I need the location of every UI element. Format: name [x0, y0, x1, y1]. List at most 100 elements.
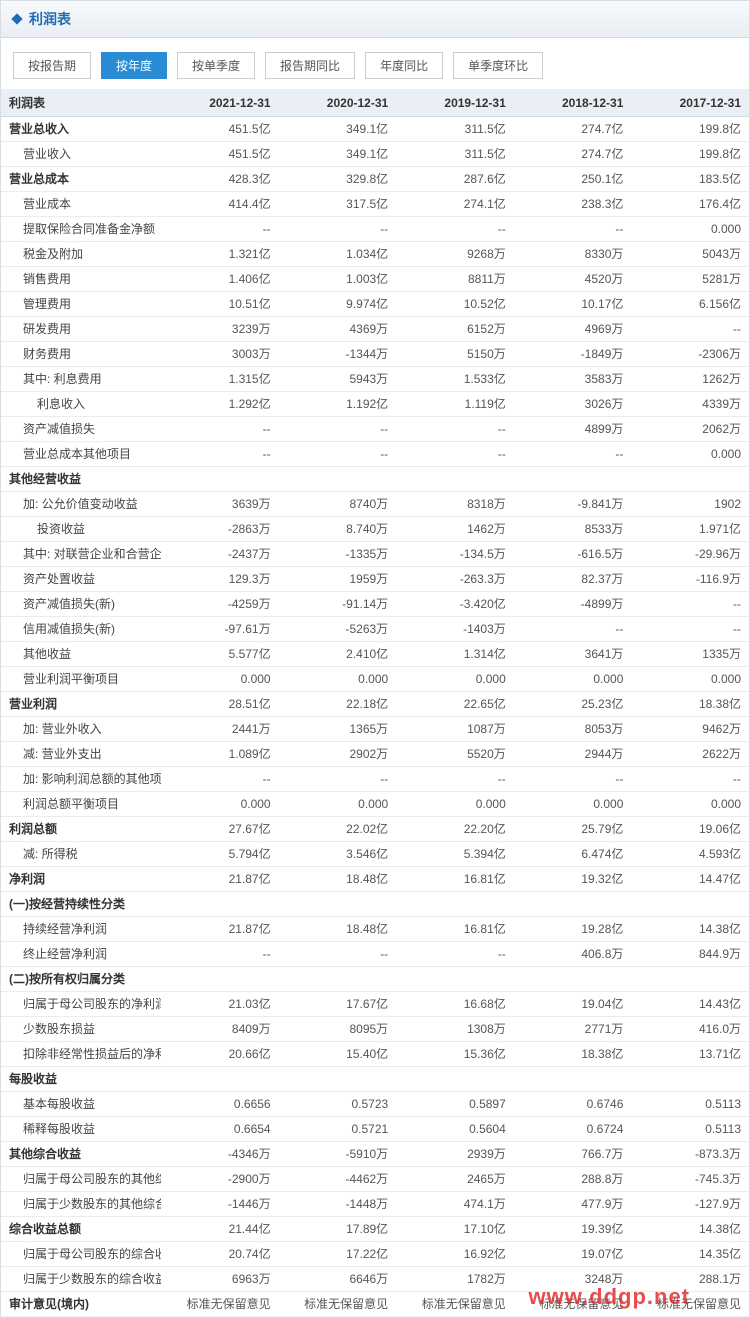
cell: 317.5亿	[279, 192, 397, 217]
cell: -9.841万	[514, 492, 632, 517]
row-label: 归属于母公司股东的综合收益总额	[1, 1242, 161, 1267]
cell: 8330万	[514, 242, 632, 267]
row-label: 归属于少数股东的其他综合收益	[1, 1192, 161, 1217]
cell: 标准无保留意见	[161, 1292, 279, 1317]
cell: --	[161, 442, 279, 467]
tab-5[interactable]: 单季度环比	[453, 52, 543, 79]
cell	[396, 967, 514, 992]
table-row: 财务费用3003万-1344万5150万-1849万-2306万	[1, 342, 749, 367]
cell	[514, 467, 632, 492]
cell: 311.5亿	[396, 142, 514, 167]
cell: 0.000	[396, 667, 514, 692]
cell: 2902万	[279, 742, 397, 767]
cell: 1.003亿	[279, 267, 397, 292]
cell: 4969万	[514, 317, 632, 342]
cell: 标准无保留意见	[279, 1292, 397, 1317]
table-row: 利息收入1.292亿1.192亿1.119亿3026万4339万	[1, 392, 749, 417]
row-label: 提取保险合同准备金净额	[1, 217, 161, 242]
cell: -1335万	[279, 542, 397, 567]
cell: -1448万	[279, 1192, 397, 1217]
table-row: 营业总成本428.3亿329.8亿287.6亿250.1亿183.5亿	[1, 167, 749, 192]
table-row: 管理费用10.51亿9.974亿10.52亿10.17亿6.156亿	[1, 292, 749, 317]
cell: 1959万	[279, 567, 397, 592]
table-row: 税金及附加1.321亿1.034亿9268万8330万5043万	[1, 242, 749, 267]
cell	[631, 892, 749, 917]
cell: 4339万	[631, 392, 749, 417]
cell: 14.38亿	[631, 917, 749, 942]
cell	[514, 892, 632, 917]
table-row: 减: 营业外支出1.089亿2902万5520万2944万2622万	[1, 742, 749, 767]
table-row: 归属于母公司股东的综合收益总额20.74亿17.22亿16.92亿19.07亿1…	[1, 1242, 749, 1267]
table-row: 投资收益-2863万8.740万1462万8533万1.971亿	[1, 517, 749, 542]
cell: 0.5721	[279, 1117, 397, 1142]
row-label: 利息收入	[1, 392, 161, 417]
cell: 14.43亿	[631, 992, 749, 1017]
cell: 1902	[631, 492, 749, 517]
period-tabs: 按报告期按年度按单季度报告期同比年度同比单季度环比	[1, 38, 749, 89]
cell: -2437万	[161, 542, 279, 567]
cell: 1.089亿	[161, 742, 279, 767]
cell: 2939万	[396, 1142, 514, 1167]
cell: -29.96万	[631, 542, 749, 567]
cell	[161, 967, 279, 992]
cell: 3.546亿	[279, 842, 397, 867]
cell: 1.971亿	[631, 517, 749, 542]
row-label: 审计意见(境内)	[1, 1292, 161, 1317]
cell: -91.14万	[279, 592, 397, 617]
cell: 14.38亿	[631, 1217, 749, 1242]
cell: 1087万	[396, 717, 514, 742]
cell: 2622万	[631, 742, 749, 767]
row-label: 营业成本	[1, 192, 161, 217]
cell: 25.23亿	[514, 692, 632, 717]
cell: 3248万	[514, 1267, 632, 1292]
cell: 287.6亿	[396, 167, 514, 192]
row-label: 每股收益	[1, 1067, 161, 1092]
tab-2[interactable]: 按单季度	[177, 52, 255, 79]
cell: 17.10亿	[396, 1217, 514, 1242]
cell: 19.32亿	[514, 867, 632, 892]
cell: 17.89亿	[279, 1217, 397, 1242]
tab-0[interactable]: 按报告期	[13, 52, 91, 79]
cell	[514, 1067, 632, 1092]
cell: 274.7亿	[514, 117, 632, 142]
cell	[631, 467, 749, 492]
cell: -4346万	[161, 1142, 279, 1167]
cell: 0.000	[631, 217, 749, 242]
table-row: 少数股东损益8409万8095万1308万2771万416.0万	[1, 1017, 749, 1042]
cell	[279, 1067, 397, 1092]
cell: 4520万	[514, 267, 632, 292]
table-row: 每股收益	[1, 1067, 749, 1092]
cell: 3641万	[514, 642, 632, 667]
cell: -4462万	[279, 1167, 397, 1192]
cell: 8533万	[514, 517, 632, 542]
cell: 0.5723	[279, 1092, 397, 1117]
cell: -134.5万	[396, 542, 514, 567]
cell: 428.3亿	[161, 167, 279, 192]
row-label: 资产处置收益	[1, 567, 161, 592]
cell	[514, 967, 632, 992]
table-row: 加: 公允价值变动收益3639万8740万8318万-9.841万1902	[1, 492, 749, 517]
table-row: 资产处置收益129.3万1959万-263.3万82.37万-116.9万	[1, 567, 749, 592]
tab-4[interactable]: 年度同比	[365, 52, 443, 79]
cell: 19.06亿	[631, 817, 749, 842]
cell: 1.315亿	[161, 367, 279, 392]
tab-3[interactable]: 报告期同比	[265, 52, 355, 79]
cell: 1.292亿	[161, 392, 279, 417]
cell: 6646万	[279, 1267, 397, 1292]
cell: 349.1亿	[279, 117, 397, 142]
table-row: 其他经营收益	[1, 467, 749, 492]
tab-1[interactable]: 按年度	[101, 52, 167, 79]
cell: 3583万	[514, 367, 632, 392]
panel-title: 利润表	[29, 9, 71, 29]
cell: 199.8亿	[631, 117, 749, 142]
cell: 6152万	[396, 317, 514, 342]
row-label: 财务费用	[1, 342, 161, 367]
cell: 28.51亿	[161, 692, 279, 717]
col-header-label: 利润表	[1, 89, 161, 117]
cell: 9.974亿	[279, 292, 397, 317]
cell: 16.81亿	[396, 867, 514, 892]
cell: -2900万	[161, 1167, 279, 1192]
cell: -116.9万	[631, 567, 749, 592]
cell: -1344万	[279, 342, 397, 367]
cell: 1462万	[396, 517, 514, 542]
